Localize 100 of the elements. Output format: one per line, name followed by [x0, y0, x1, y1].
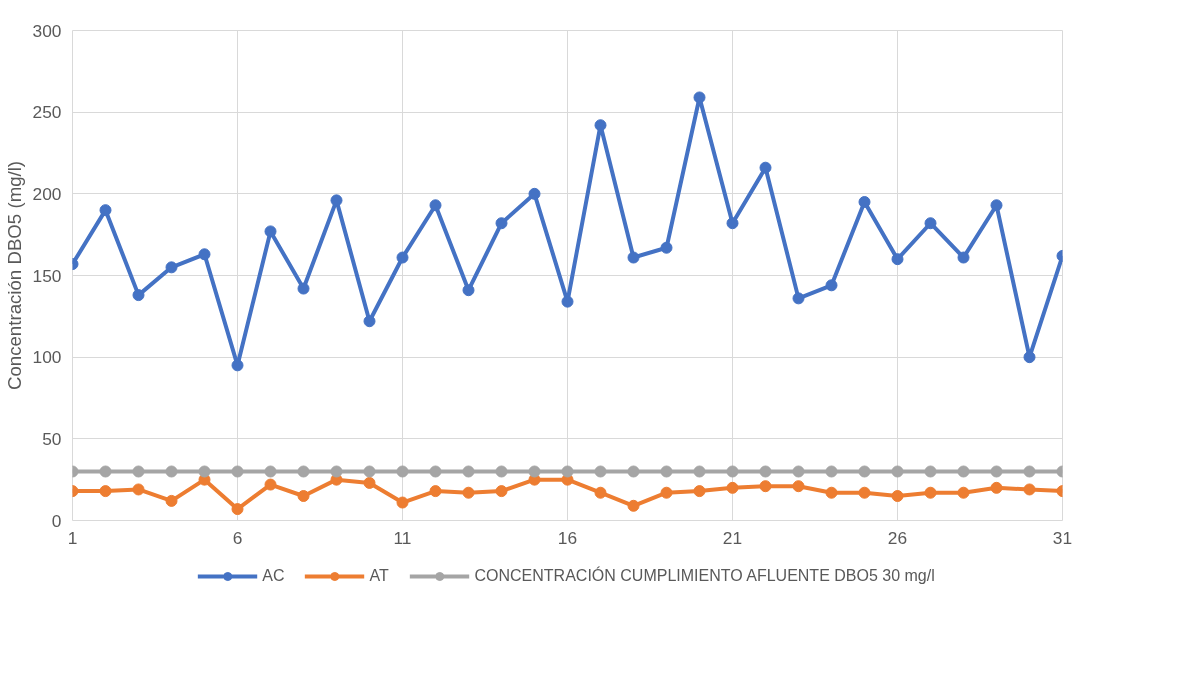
point — [132, 465, 145, 478]
legend-label: CONCENTRACIÓN CUMPLIMIENTO AFLUENTE DBO5 30 mg/l — [474, 567, 935, 585]
point — [462, 465, 475, 478]
point — [396, 251, 409, 264]
point — [264, 465, 277, 478]
point — [561, 295, 574, 308]
point — [858, 196, 871, 208]
point — [165, 465, 178, 478]
point — [726, 217, 739, 230]
point — [594, 486, 607, 499]
y-axis-title: Concentración DBO5 (mg/l) — [3, 160, 25, 391]
point — [264, 478, 277, 491]
point — [693, 485, 706, 498]
x-tick-label: 11 — [393, 527, 412, 548]
point — [429, 199, 442, 212]
point — [957, 486, 970, 499]
point — [627, 251, 640, 264]
legend-label: AC — [262, 567, 285, 585]
point — [858, 486, 871, 499]
point — [759, 161, 772, 174]
point — [726, 465, 739, 478]
point — [891, 490, 904, 502]
point — [396, 496, 409, 509]
y-tick-label: 300 — [32, 20, 62, 41]
point — [990, 465, 1003, 478]
point — [297, 465, 310, 478]
point — [297, 282, 310, 295]
y-tick-label: 200 — [32, 183, 62, 204]
point — [165, 494, 178, 507]
x-tick-label: 6 — [232, 527, 243, 548]
point — [660, 241, 673, 254]
point — [231, 503, 244, 516]
point — [1023, 351, 1036, 364]
point — [528, 187, 541, 200]
point — [297, 490, 310, 502]
point — [495, 485, 508, 498]
point — [726, 481, 739, 494]
point — [792, 465, 805, 478]
y-tick-label: 250 — [32, 102, 62, 123]
point — [99, 204, 112, 217]
point — [165, 261, 178, 274]
point — [462, 486, 475, 499]
point — [759, 480, 772, 493]
point — [462, 284, 475, 297]
point — [132, 483, 145, 496]
point — [693, 465, 706, 478]
point — [495, 217, 508, 230]
point — [693, 91, 706, 104]
point — [99, 465, 112, 478]
point — [858, 465, 871, 478]
x-tick-label: 16 — [557, 527, 578, 548]
point — [627, 465, 640, 478]
y-tick-label: 50 — [42, 428, 62, 449]
point — [792, 292, 805, 305]
point — [132, 289, 145, 302]
x-tick-label: 31 — [1052, 527, 1073, 548]
point — [825, 279, 838, 292]
point — [231, 359, 244, 372]
point — [924, 465, 937, 478]
point — [231, 465, 244, 478]
point — [924, 217, 937, 230]
point — [363, 315, 376, 328]
point — [660, 486, 673, 499]
point — [594, 119, 607, 132]
point — [528, 465, 541, 478]
point — [825, 486, 838, 499]
point — [363, 465, 376, 478]
point — [990, 199, 1003, 212]
point — [990, 481, 1003, 494]
point — [759, 465, 772, 478]
point — [957, 465, 970, 478]
x-tick-label: 1 — [67, 527, 78, 548]
point — [264, 225, 277, 238]
point — [792, 480, 805, 493]
point — [429, 485, 442, 498]
x-tick-label: 26 — [887, 527, 908, 548]
point — [396, 465, 409, 478]
point — [594, 465, 607, 478]
point — [825, 465, 838, 478]
y-tick-label: 150 — [32, 265, 62, 286]
point — [891, 465, 904, 478]
point — [660, 465, 673, 478]
point — [561, 465, 574, 478]
point — [198, 465, 211, 478]
point — [924, 486, 937, 499]
point — [99, 485, 112, 498]
point — [330, 465, 343, 478]
y-tick-label: 0 — [51, 510, 62, 531]
point — [957, 251, 970, 264]
point — [1023, 465, 1036, 478]
point — [891, 253, 904, 266]
point — [429, 465, 442, 478]
point — [495, 465, 508, 478]
point — [198, 248, 211, 261]
y-tick-label: 100 — [32, 347, 62, 368]
point — [363, 476, 376, 489]
point — [1023, 483, 1036, 496]
x-tick-label: 21 — [722, 527, 743, 548]
point — [627, 499, 640, 512]
legend-label: AT — [369, 567, 390, 585]
